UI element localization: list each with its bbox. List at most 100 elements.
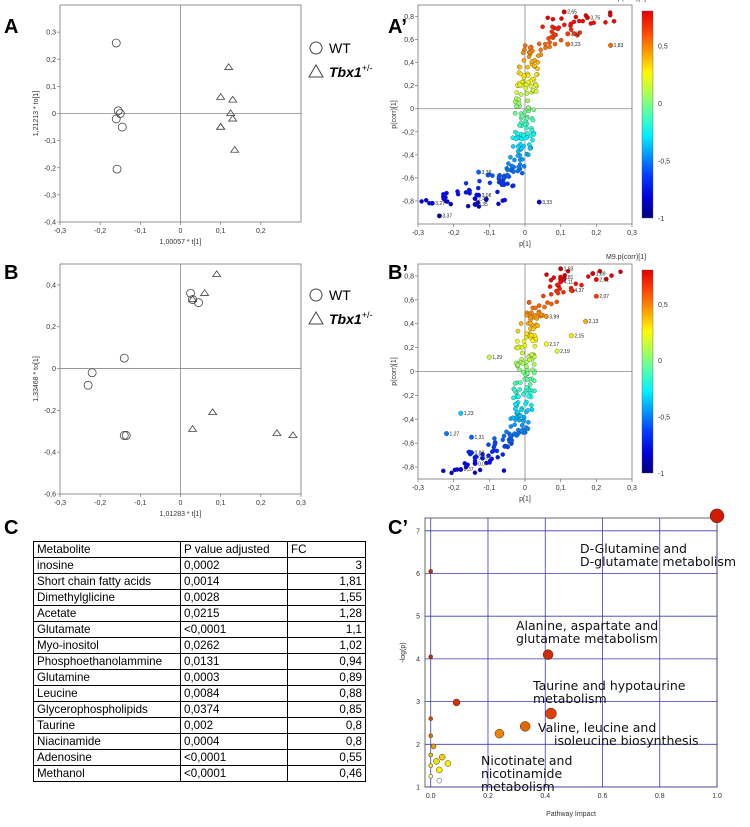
colorbar-tick-label: -1 — [658, 471, 664, 478]
loading-point — [527, 142, 532, 147]
loading-point — [519, 407, 524, 413]
loading-point — [477, 178, 482, 184]
table-header-cell: P value adjusted — [180, 541, 288, 558]
loading-point-label: 2,37 — [464, 467, 474, 473]
loading-point-label: 1,27 — [450, 431, 460, 437]
loading-point — [510, 144, 516, 149]
metabolite-cell: Dimethylglicine — [33, 589, 181, 606]
panel-b-xtick-label: 0 — [179, 500, 183, 507]
loading-point — [518, 413, 523, 418]
panel-b-tbx-point — [199, 288, 210, 296]
panel-b-tbx-point — [187, 295, 198, 303]
loading-point-label: 2,17 — [549, 342, 559, 348]
table-row: Adenosine <0,0001 0,55 — [33, 749, 366, 766]
loading-point — [524, 312, 529, 318]
fc-cell: 0,89 — [287, 669, 366, 686]
table-row: Glycerophospholipids 0,0374 0,85 — [33, 701, 366, 718]
fc-cell: 1,81 — [287, 573, 366, 590]
table-row: Glutamine 0,0003 0,89 — [33, 669, 366, 686]
colorbar-title: M9.p(corr)[1] — [606, 254, 646, 261]
panel-b-prime-xtick-label: -0,2 — [448, 485, 460, 492]
pathway-point — [430, 743, 437, 750]
loading-point — [519, 146, 524, 151]
loading-point-label: 3,37 — [442, 214, 452, 220]
pathway-label: Alanine, aspartate and — [516, 618, 658, 633]
pathway-xtick-label: 0.6 — [598, 793, 608, 800]
pathway-point — [433, 758, 440, 765]
loading-point — [505, 167, 510, 173]
loading-point — [495, 455, 500, 460]
loading-point — [530, 367, 535, 372]
panel-b-ytick-label: 0,2 — [46, 324, 56, 331]
table-header-cell: FC — [287, 541, 366, 558]
p-value-cell: 0,0002 — [180, 557, 288, 574]
loading-point — [549, 301, 554, 307]
panel-b-tbx-point — [211, 270, 222, 278]
loading-point-label: 2,15 — [574, 333, 584, 339]
loading-point — [551, 275, 556, 280]
labeled-loading-point — [429, 200, 435, 206]
panel-a-legend-tbx-marker — [308, 64, 324, 78]
labeled-loading-point — [593, 277, 599, 282]
panel-b-xtick-label: 0,2 — [256, 500, 266, 507]
panel-a-ytick-label: 0 — [52, 111, 56, 118]
colorbar — [641, 269, 654, 474]
loading-point — [463, 181, 469, 186]
panel-a-legend-wt-marker — [309, 41, 323, 55]
loading-point — [472, 470, 478, 475]
loading-point — [588, 21, 594, 26]
panel-a-prime-ytick-label: -0,6 — [402, 175, 414, 182]
loading-point — [521, 132, 526, 138]
loading-point — [538, 312, 544, 317]
loading-point-label: 1,83 — [564, 267, 574, 273]
loading-point — [535, 323, 540, 328]
loading-point — [521, 58, 527, 63]
loading-point — [523, 86, 528, 91]
panel-label-c: C — [4, 517, 19, 539]
pathway-ytick-label: 2 — [416, 742, 420, 749]
loading-point — [577, 30, 583, 35]
loading-point — [555, 282, 560, 288]
loading-point-label: 4,37 — [574, 288, 584, 294]
colorbar-tick-label: 0 — [658, 358, 662, 365]
loading-point — [547, 40, 552, 45]
pathway-point — [542, 649, 554, 660]
loading-point — [501, 468, 507, 473]
loading-point — [518, 380, 523, 385]
panel-label-b-prime: B’ — [388, 262, 408, 284]
panel-b-wt-point — [121, 431, 131, 440]
panel-a-ytick-label: -0,1 — [44, 138, 56, 145]
panel-b-prime-ytick-label: 0,4 — [404, 321, 414, 328]
loading-point — [555, 290, 561, 296]
loading-point — [561, 289, 566, 295]
loading-point — [487, 460, 492, 465]
panel-a-prime-xtick-label: -0,1 — [483, 230, 495, 237]
loading-point — [519, 136, 524, 142]
panel-b-prime-xlabel: p[1] — [519, 496, 531, 503]
loading-point — [580, 18, 586, 24]
fc-cell: 0,94 — [287, 653, 366, 670]
loading-point — [528, 133, 534, 139]
loading-point — [522, 43, 528, 48]
pathway-ytick-label: 5 — [416, 614, 420, 621]
pathway-point — [438, 753, 446, 761]
panel-b-ytick-label: -0,6 — [44, 492, 56, 499]
pathway-label: nicotinamide — [481, 766, 562, 781]
loading-point — [527, 300, 532, 305]
panel-a-prime-ytick-label: 0,6 — [404, 37, 414, 44]
table-row: Methanol <0,0001 0,46 — [33, 765, 366, 782]
loading-point — [515, 131, 520, 136]
loading-point — [559, 16, 564, 21]
loading-point — [517, 82, 523, 88]
loading-point — [496, 201, 501, 207]
panel-a-wt-point — [111, 114, 121, 124]
loading-point — [512, 111, 518, 116]
loading-point — [532, 63, 537, 69]
loading-point — [579, 282, 584, 288]
loading-point — [517, 64, 523, 70]
loading-point — [538, 47, 544, 53]
pathway-xtick-label: 0.4 — [540, 793, 550, 800]
loading-point — [557, 286, 562, 292]
loading-point — [547, 44, 552, 50]
labeled-loading-point — [565, 31, 571, 37]
